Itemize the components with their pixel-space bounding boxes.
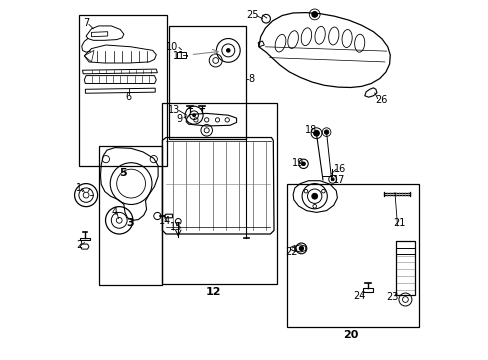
Text: 6: 6 — [125, 92, 131, 102]
Text: 15: 15 — [169, 222, 182, 232]
Bar — [99, 146, 162, 285]
Text: 12: 12 — [206, 287, 221, 297]
Text: 20: 20 — [342, 330, 358, 340]
Text: 1: 1 — [76, 183, 82, 193]
Text: 7: 7 — [83, 18, 89, 28]
Circle shape — [324, 130, 328, 134]
Circle shape — [301, 162, 305, 166]
Circle shape — [299, 246, 303, 251]
Circle shape — [192, 114, 195, 117]
Circle shape — [226, 49, 230, 52]
Bar — [168, 26, 246, 139]
Text: 5: 5 — [119, 168, 127, 178]
Text: 19: 19 — [291, 158, 303, 168]
Text: 25: 25 — [246, 10, 259, 20]
Text: 13: 13 — [168, 105, 180, 115]
Text: 10: 10 — [166, 42, 178, 52]
Text: 8: 8 — [248, 74, 254, 84]
Text: 4: 4 — [111, 207, 117, 217]
Bar — [162, 103, 276, 284]
Text: 16: 16 — [333, 164, 346, 174]
Text: 2: 2 — [76, 240, 82, 250]
Text: 21: 21 — [392, 218, 405, 228]
Circle shape — [330, 178, 333, 181]
Circle shape — [311, 193, 317, 199]
Circle shape — [313, 130, 319, 136]
Text: 3: 3 — [126, 218, 134, 228]
Circle shape — [311, 12, 317, 17]
Text: 9: 9 — [176, 114, 183, 124]
Text: 23: 23 — [385, 292, 397, 302]
Text: 26: 26 — [374, 95, 386, 105]
Text: 14: 14 — [158, 216, 170, 226]
Text: 18: 18 — [305, 125, 317, 135]
Text: 17: 17 — [332, 175, 345, 185]
Bar — [79, 15, 167, 166]
Bar — [286, 184, 418, 327]
Text: 24: 24 — [353, 291, 365, 301]
Text: 11: 11 — [172, 51, 185, 61]
Text: 22: 22 — [285, 247, 297, 257]
